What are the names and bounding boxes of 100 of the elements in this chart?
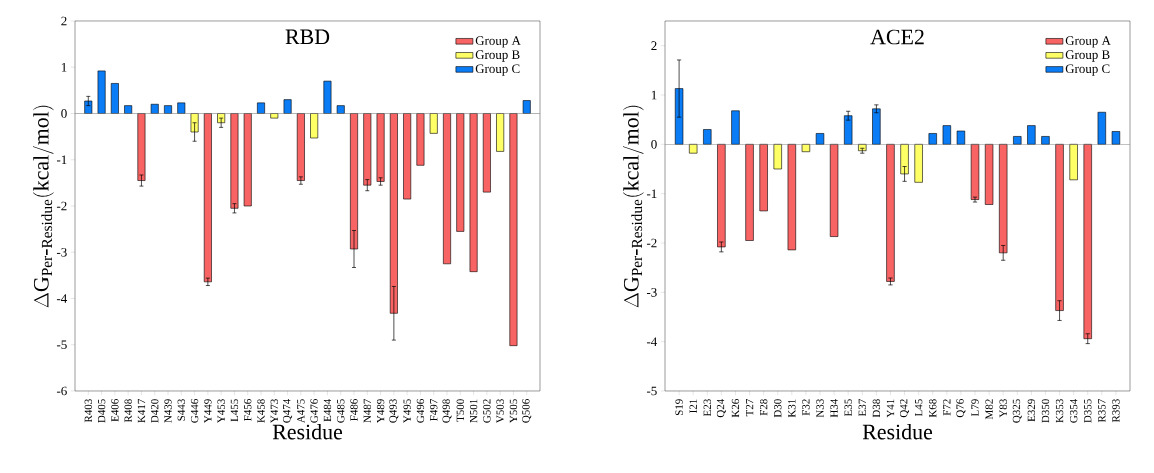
- bar: [942, 125, 951, 145]
- x-tick-label: L45: [915, 399, 923, 417]
- bar: [97, 70, 106, 114]
- x-tick-label: F28: [759, 399, 768, 416]
- bar: [956, 130, 966, 145]
- x-tick-label: R357: [1098, 399, 1106, 423]
- bar: [759, 144, 768, 212]
- x-tick-label: G485: [337, 399, 345, 423]
- bar: [416, 113, 425, 166]
- bar: [84, 100, 93, 114]
- x-tick-label: K417: [137, 399, 146, 423]
- x-tick-label: H34: [830, 398, 838, 418]
- y-tick-label: -2: [56, 201, 67, 211]
- x-tick-label: Y83: [999, 399, 1007, 418]
- y-tick-label: -6: [56, 386, 67, 396]
- bar: [496, 113, 505, 152]
- y-tick-label: -3: [646, 287, 657, 297]
- y-tick-label: -5: [56, 340, 67, 350]
- x-tick-label: Q24: [716, 398, 726, 418]
- bar: [801, 144, 811, 153]
- bar: [429, 113, 438, 134]
- bar: [731, 110, 740, 145]
- y-tick-label: 0: [61, 109, 67, 118]
- bar: [1013, 136, 1022, 145]
- chart-title: ACE2: [870, 29, 924, 45]
- x-tick-label: K31: [788, 399, 796, 418]
- bar: [829, 144, 839, 237]
- x-tick-label: Q76: [956, 399, 966, 418]
- x-tick-label: G354: [1069, 398, 1078, 423]
- x-tick-label: N33: [816, 399, 824, 418]
- bar: [310, 113, 319, 139]
- bar: [1097, 111, 1106, 145]
- legend-label: Group C: [475, 64, 520, 76]
- bar: [283, 99, 292, 114]
- x-axis-title: Residue: [272, 423, 343, 440]
- x-tick-label: F486: [350, 399, 358, 421]
- bar: [509, 113, 518, 346]
- bar: [689, 144, 698, 154]
- x-tick-label: F72: [943, 399, 951, 416]
- bar: [1027, 125, 1036, 145]
- bar: [124, 105, 133, 114]
- bar: [928, 133, 937, 145]
- x-tick-label: N501: [469, 399, 478, 423]
- x-tick-label: K26: [731, 399, 740, 418]
- bar: [110, 83, 119, 114]
- x-tick-label: T27: [745, 399, 754, 417]
- bar: [522, 100, 531, 114]
- x-tick-label: E35: [844, 399, 852, 417]
- x-tick-label: Q506: [522, 399, 532, 423]
- bar: [1069, 144, 1078, 181]
- bar: [177, 102, 186, 114]
- bar: [376, 113, 385, 182]
- y-tick-label: -4: [646, 337, 658, 346]
- y-tick-label: -1: [56, 155, 67, 165]
- x-tick-label: N487: [363, 399, 371, 423]
- x-tick-label: Y505: [509, 399, 518, 423]
- bar: [872, 108, 881, 145]
- x-tick-label: Y453: [217, 399, 225, 423]
- x-tick-label: Q42: [900, 399, 910, 418]
- x-tick-label: L455: [230, 399, 239, 422]
- y-tick-label: -3: [56, 247, 67, 257]
- x-tick-label: I21: [689, 399, 697, 413]
- x-tick-label: M82: [985, 399, 993, 420]
- bar: [1041, 136, 1050, 145]
- x-tick-label: F456: [244, 399, 252, 421]
- x-tick-label: E329: [1027, 399, 1036, 422]
- y-tick-label: -1: [646, 189, 657, 198]
- x-tick-label: Y489: [376, 399, 385, 423]
- y-tick-label: 1: [61, 62, 67, 72]
- bar: [773, 144, 782, 170]
- bar: [970, 144, 980, 200]
- bar: [137, 113, 146, 181]
- bar: [336, 105, 345, 114]
- x-tick-label: Q474: [283, 398, 293, 423]
- bar: [403, 113, 412, 200]
- x-tick-label: E484: [323, 398, 332, 422]
- x-tick-label: D405: [97, 399, 106, 423]
- x-tick-label: R393: [1112, 399, 1120, 423]
- y-tick-label: 2: [61, 16, 67, 26]
- x-tick-label: G446: [190, 399, 199, 423]
- x-tick-label: S443: [177, 399, 185, 421]
- x-tick-label: E37: [858, 399, 866, 417]
- x-tick-label: A475: [297, 399, 305, 423]
- bar: [469, 113, 478, 272]
- x-tick-label: G496: [416, 399, 425, 423]
- x-tick-label: D30: [774, 399, 782, 418]
- bar: [717, 144, 726, 248]
- x-tick-label: E23: [703, 399, 711, 417]
- x-tick-label: Q325: [1012, 399, 1022, 423]
- bar: [363, 113, 372, 186]
- bar: [1111, 131, 1121, 145]
- y-axis-title: $\Delta\mathrm{G}_{\mathrm{Per}\mbox{-}\mathrm{Residue}}(\mathrm{kcal/mol})$: [32, 105, 54, 308]
- y-tick-label: -5: [646, 386, 657, 396]
- x-tick-label: Y449: [204, 399, 212, 423]
- bar: [703, 129, 712, 145]
- legend-label: Group B: [1065, 50, 1110, 62]
- x-tick-label: K68: [929, 399, 937, 418]
- x-tick-label: Q498: [442, 399, 452, 423]
- bar: [482, 113, 491, 193]
- x-tick-label: D350: [1041, 399, 1050, 423]
